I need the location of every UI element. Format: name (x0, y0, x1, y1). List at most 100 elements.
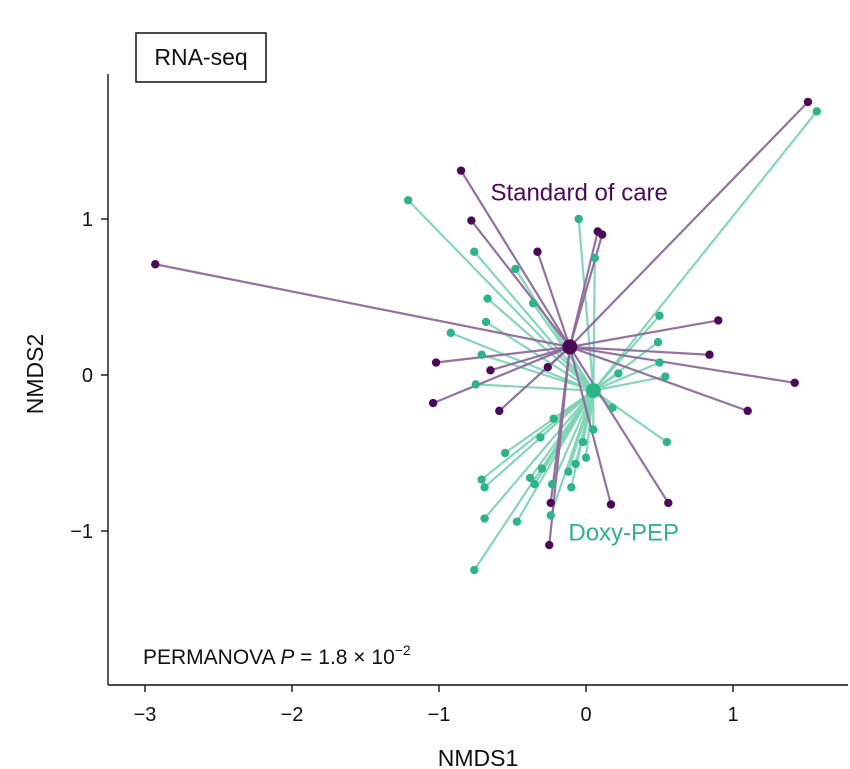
data-point-doxy (655, 358, 664, 367)
data-point-doxy (661, 372, 670, 381)
data-point-doxy (536, 433, 545, 442)
connector-line-soc (569, 101, 809, 348)
data-point-doxy (567, 483, 576, 492)
data-point-soc (803, 97, 813, 107)
y-tick-label: −1 (70, 521, 93, 543)
data-point-doxy (662, 437, 672, 447)
data-point-soc (428, 398, 438, 408)
data-point-doxy (589, 425, 598, 434)
y-tick-label: 1 (82, 209, 93, 231)
y-tick-label: 0 (82, 365, 93, 387)
x-tick-label: 0 (580, 704, 591, 726)
x-tick-label: −1 (428, 704, 451, 726)
data-point-soc (790, 378, 799, 387)
legend-label-standard-of-care: Standard of care (490, 179, 667, 206)
data-point-doxy (574, 214, 583, 224)
connector-line-doxy (592, 257, 596, 391)
x-axis-ticks: −3 −2 −1 0 1 (134, 685, 739, 726)
connector-line-doxy (592, 389, 668, 443)
data-point-soc (606, 500, 616, 509)
group-centroids (562, 339, 601, 399)
panel-label-box: RNA-seq (135, 32, 267, 83)
data-point-doxy (564, 467, 573, 476)
x-axis-title: NMDS1 (438, 745, 519, 769)
data-point-soc (743, 406, 752, 416)
data-point-soc (467, 216, 476, 225)
data-point-doxy (528, 299, 538, 308)
data-point-doxy (480, 483, 489, 492)
stat-prefix: PERMANOVA (143, 646, 280, 669)
stat-exponent: −2 (395, 642, 411, 658)
centroid-soc (562, 339, 578, 355)
connector-line-soc (460, 170, 571, 348)
data-point-soc (714, 316, 723, 325)
data-point-doxy (511, 264, 520, 274)
stat-p-symbol: P (280, 646, 294, 669)
data-point-soc (431, 358, 441, 367)
connector-line-soc (569, 319, 719, 349)
data-point-soc (495, 406, 504, 416)
data-point-doxy (500, 448, 510, 458)
data-point-doxy (480, 514, 489, 523)
data-point-soc (151, 260, 160, 269)
y-axis-ticks: −1 0 1 (70, 209, 108, 543)
data-point-doxy (578, 437, 588, 447)
connector-line-soc (490, 345, 571, 372)
centroid-doxy (585, 383, 601, 399)
data-point-soc (456, 166, 466, 175)
connector-line-soc (568, 234, 604, 348)
connector-line-doxy (486, 297, 595, 392)
connector-line-doxy (475, 383, 594, 392)
connector-line-soc (569, 345, 795, 384)
data-point-doxy (812, 107, 821, 116)
data-point-doxy (614, 369, 623, 378)
data-point-doxy (590, 253, 600, 263)
connector-line-doxy (473, 251, 595, 392)
y-axis-title: NMDS2 (22, 334, 48, 415)
x-tick-label: −3 (134, 704, 157, 726)
connector-line-doxy (551, 390, 595, 485)
data-point-doxy (477, 350, 486, 359)
data-point-doxy (581, 453, 591, 462)
data-point-doxy (525, 473, 535, 483)
connector-line-soc (536, 251, 571, 348)
connector-line-soc (568, 346, 613, 505)
data-point-soc (597, 230, 607, 239)
data-point-doxy (403, 196, 413, 205)
data-point-soc (543, 363, 552, 372)
data-point-doxy (546, 511, 555, 520)
connector-line-soc (569, 345, 749, 412)
panel-label-frame (135, 32, 267, 83)
data-point-doxy (608, 403, 617, 412)
connector-line-soc (432, 345, 571, 405)
data-point-doxy (512, 517, 522, 526)
data-point-doxy (483, 294, 492, 303)
data-point-doxy (655, 311, 664, 320)
connector-line-soc (568, 346, 670, 504)
data-points (151, 97, 821, 575)
connector-line-soc (569, 345, 710, 356)
connector-line-doxy (592, 314, 661, 392)
data-point-doxy (481, 317, 491, 327)
permanova-stat: PERMANOVA P = 1.8 × 10−2 (143, 642, 411, 669)
connector-line-doxy (592, 361, 660, 392)
data-point-doxy (530, 480, 539, 489)
panel-label: RNA-seq (154, 44, 247, 70)
connector-line-soc (470, 219, 571, 348)
connector-line-doxy (481, 353, 594, 392)
connector-line-doxy (407, 199, 595, 392)
data-point-doxy (653, 338, 663, 347)
data-point-doxy (549, 414, 558, 423)
data-point-doxy (470, 565, 479, 575)
data-point-soc (486, 366, 495, 375)
data-point-soc (546, 498, 555, 508)
connector-line-doxy (577, 218, 595, 391)
data-point-doxy (471, 380, 480, 389)
connector-line-doxy (515, 390, 595, 523)
data-point-doxy (537, 464, 547, 473)
connector-line-doxy (593, 375, 666, 392)
data-point-doxy (571, 459, 580, 469)
stat-value: = 1.8 × 10 (294, 646, 394, 669)
connector-line-doxy (483, 389, 595, 520)
